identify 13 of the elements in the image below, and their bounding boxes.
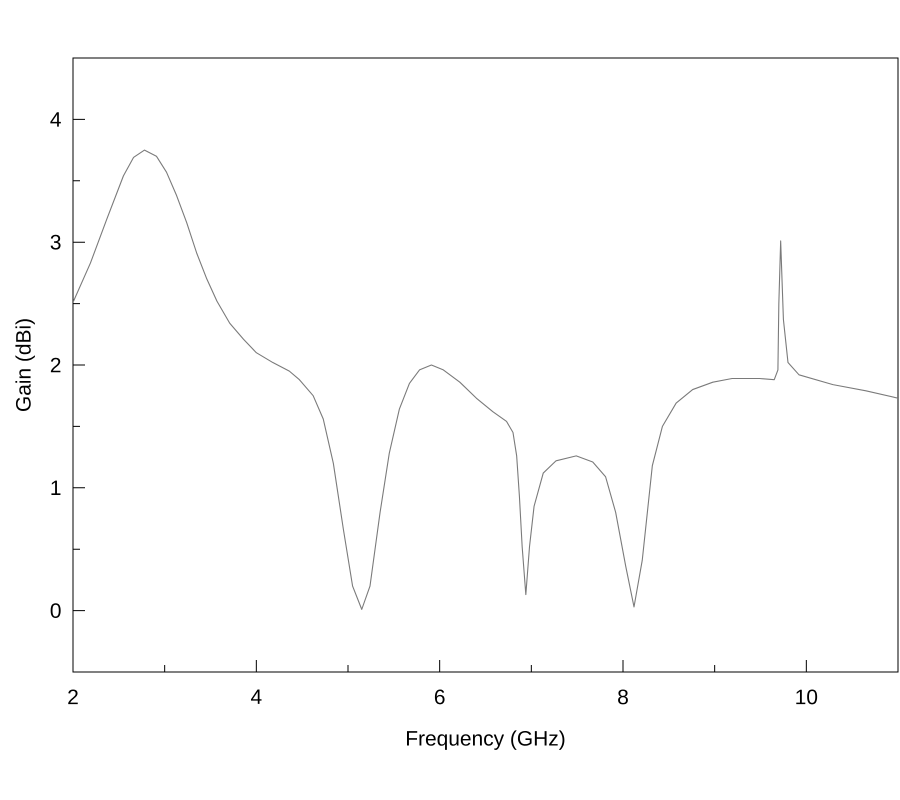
y-tick-label: 2 [50, 358, 60, 372]
y-tick-label: 3 [50, 234, 61, 250]
x-axis-title: Frequency (GHz) [407, 730, 564, 750]
line-series [73, 150, 898, 610]
x-tick-label: 4 [251, 690, 262, 704]
y-axis-title: Gain (dBi) [15, 319, 35, 412]
x-tick-label: 2 [68, 690, 78, 704]
x-tick-label: 8 [618, 690, 628, 704]
x-tick-label: 10 [796, 690, 818, 704]
y-tick-label: 1 [51, 480, 60, 495]
y-tick-label: 4 [50, 112, 61, 127]
x-tick-label: 6 [434, 690, 445, 704]
y-tick-label: 0 [50, 603, 61, 618]
